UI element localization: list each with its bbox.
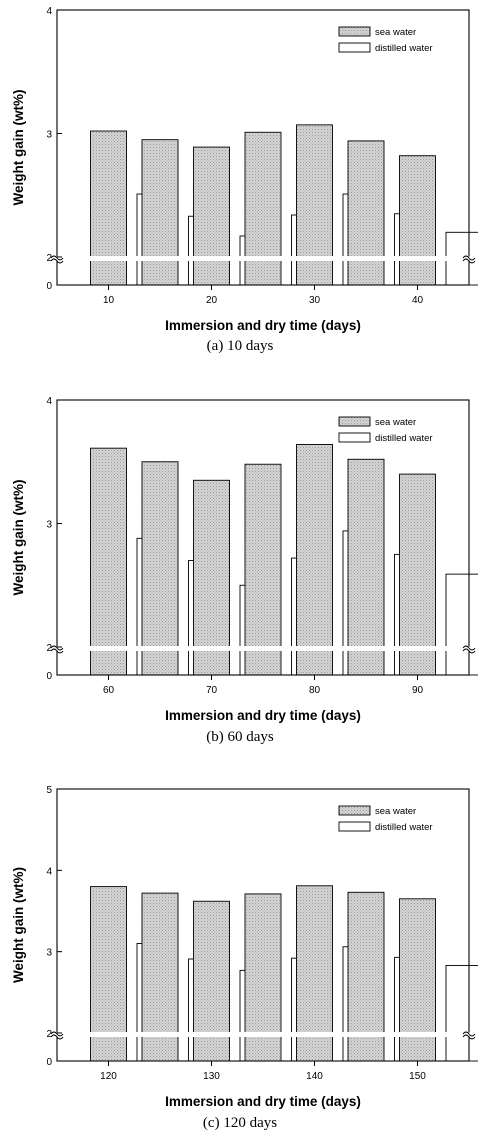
y-tick-label-0: 0 xyxy=(46,1057,52,1068)
x-tick-label-70: 70 xyxy=(206,685,218,696)
legend-label-sea-water: sea water xyxy=(375,417,416,428)
x-axis-title: Immersion and dry time (days) xyxy=(165,1094,361,1109)
bar-sea-water-25 xyxy=(244,131,282,286)
legend-label-distilled-water: distilled water xyxy=(375,43,433,54)
axis-break-mark-right xyxy=(462,645,476,654)
bar-sea-water-35 xyxy=(347,140,385,286)
bar-sea-water-130 xyxy=(193,900,230,1062)
bar-sea-water-10 xyxy=(90,130,127,286)
bar-sea-water-60 xyxy=(90,447,127,676)
bar-sea-water-65 xyxy=(141,461,179,676)
x-axis-title: Immersion and dry time (days) xyxy=(165,708,361,723)
y-axis-title: Weight gain (wt%) xyxy=(11,90,26,206)
axis-break-band xyxy=(53,646,477,651)
x-tick-label-10: 10 xyxy=(103,295,115,306)
y-tick-label-0: 0 xyxy=(46,281,52,292)
figure-caption: (b) 60 days xyxy=(206,729,274,745)
x-tick-label-20: 20 xyxy=(206,295,218,306)
figure-caption: (a) 10 days xyxy=(207,338,274,354)
x-axis-title: Immersion and dry time (days) xyxy=(165,318,361,333)
legend-swatch-distilled-water xyxy=(338,42,371,53)
plot-frame xyxy=(56,9,470,286)
axis-break-mark-left xyxy=(50,1031,64,1040)
legend-swatch-distilled-water xyxy=(338,821,371,832)
bar-sea-water-120 xyxy=(90,886,127,1062)
legend-swatch-sea-water xyxy=(338,26,371,37)
y-axis-title: Weight gain (wt%) xyxy=(11,480,26,596)
bar-distilled-water-150 xyxy=(445,965,478,1062)
axis-break-mark-right xyxy=(462,255,476,264)
y-axis-title: Weight gain (wt%) xyxy=(11,867,26,983)
axis-break-mark-left xyxy=(50,645,64,654)
x-tick-label-120: 120 xyxy=(100,1071,117,1082)
legend-swatch-distilled-water xyxy=(338,432,371,443)
legend-label-sea-water: sea water xyxy=(375,806,416,817)
bar-sea-water-80 xyxy=(296,444,333,676)
plot-frame xyxy=(56,788,470,1062)
x-tick-label-150: 150 xyxy=(409,1071,426,1082)
y-tick-label-3: 3 xyxy=(46,520,52,531)
x-tick-label-130: 130 xyxy=(203,1071,220,1082)
y-tick-label-5: 5 xyxy=(46,785,52,796)
axis-break-band xyxy=(53,256,477,261)
x-tick-label-80: 80 xyxy=(309,685,321,696)
y-tick-label-2: 2 xyxy=(46,643,52,654)
bar-sea-water-85 xyxy=(347,458,385,676)
bar-sea-water-75 xyxy=(244,463,282,676)
bar-sea-water-140 xyxy=(296,885,333,1062)
y-tick-label-3: 3 xyxy=(46,130,52,141)
chart-panel-3: 0 2 3 4 5 120 130 140 150 Immersion and dry time … xyxy=(11,785,478,1131)
x-tick-label-140: 140 xyxy=(306,1071,323,1082)
y-tick-label-2: 2 xyxy=(46,253,52,264)
y-tick-label-3: 3 xyxy=(46,948,52,959)
figure-caption: (c) 120 days xyxy=(203,1115,277,1131)
legend-swatch-sea-water xyxy=(338,416,371,427)
plot-frame xyxy=(56,399,470,676)
y-tick-label-2: 2 xyxy=(46,1029,52,1040)
y-tick-label-4: 4 xyxy=(46,396,52,407)
axis-break-mark-left xyxy=(50,255,64,264)
chart-panel-2: 0 2 3 4 60 70 80 90 Immersion and dry time (days… xyxy=(11,396,478,745)
legend-label-distilled-water: distilled water xyxy=(375,822,433,833)
legend-swatch-sea-water xyxy=(338,805,371,816)
bar-sea-water-15 xyxy=(141,139,179,286)
bar-sea-water-70 xyxy=(193,479,230,676)
axis-break-mark-right xyxy=(462,1031,476,1040)
bar-sea-water-90 xyxy=(399,473,436,676)
chart-panel-1: 0 2 3 4 10 20 30 40 Immersion and dry time (days… xyxy=(11,6,478,354)
x-tick-label-30: 30 xyxy=(309,295,321,306)
bar-sea-water-40 xyxy=(399,155,436,286)
y-tick-label-4: 4 xyxy=(46,866,52,877)
x-tick-label-60: 60 xyxy=(103,685,115,696)
x-tick-label-40: 40 xyxy=(412,295,424,306)
y-tick-label-4: 4 xyxy=(46,6,52,17)
bar-distilled-water-90 xyxy=(445,573,478,676)
legend-label-sea-water: sea water xyxy=(375,27,416,38)
axis-break-band xyxy=(53,1032,477,1037)
y-tick-label-0: 0 xyxy=(46,671,52,682)
bar-sea-water-20 xyxy=(193,146,230,286)
legend-label-distilled-water: distilled water xyxy=(375,433,433,444)
x-tick-label-90: 90 xyxy=(412,685,424,696)
